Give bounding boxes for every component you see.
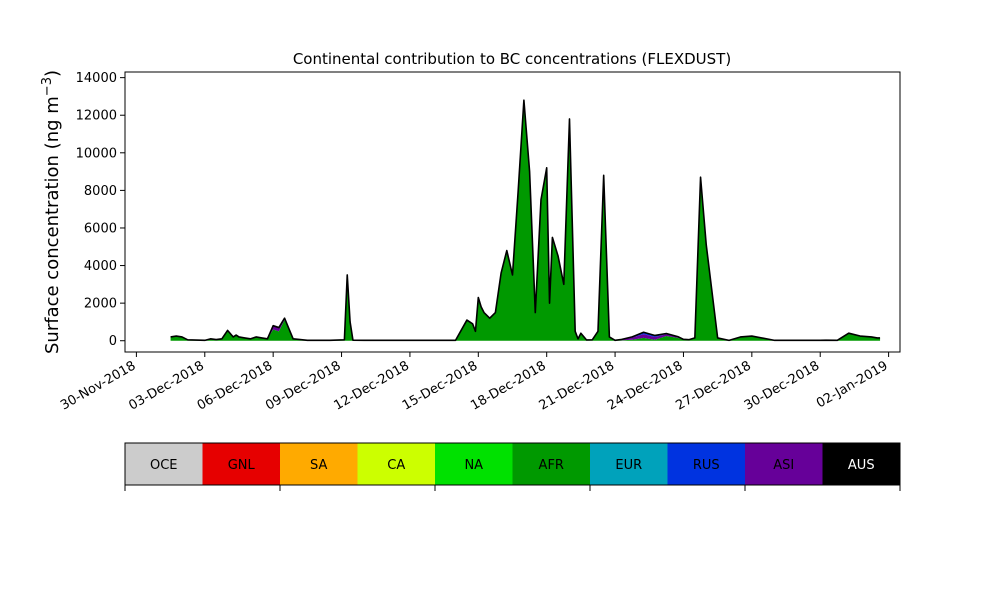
legend-swatch-gnl xyxy=(202,443,281,485)
area-layers xyxy=(170,100,881,341)
x-tick-label: 09-Dec-2018 xyxy=(263,358,343,413)
area-afr xyxy=(170,100,881,341)
total-outline xyxy=(170,99,881,342)
legend-label-ca: CA xyxy=(387,458,405,473)
x-tick-label: 30-Nov-2018 xyxy=(58,358,138,413)
legend-swatch-na xyxy=(435,443,513,485)
y-tick-label: 10000 xyxy=(76,146,117,161)
x-tick-label: 15-Dec-2018 xyxy=(400,358,480,413)
legend-swatch-sa xyxy=(280,443,358,485)
legend-swatch-ca xyxy=(357,443,436,485)
legend-swatch-rus xyxy=(667,443,746,485)
y-axis-label-close: ) xyxy=(42,70,63,77)
legend-frame xyxy=(124,442,901,486)
legend-label-na: NA xyxy=(464,458,483,473)
chart-title: Continental contribution to BC concentra… xyxy=(293,50,731,68)
x-tick-label: 27-Dec-2018 xyxy=(673,358,753,413)
region-legend: OCE GNL SA CA NA AFR EUR RUS ASI AUS xyxy=(124,442,901,491)
y-axis-label: Surface concentration (ng m−3) xyxy=(40,70,64,354)
legend-label-oce: OCE xyxy=(150,458,178,473)
x-tick-label: 24-Dec-2018 xyxy=(605,358,685,413)
y-tick-label: 4000 xyxy=(84,259,117,274)
y-tick-label: 14000 xyxy=(76,71,117,86)
x-axis: 30-Nov-201803-Dec-201806-Dec-201809-Dec-… xyxy=(58,352,891,414)
x-tick-label: 12-Dec-2018 xyxy=(332,358,412,413)
legend-swatch-eur xyxy=(590,443,668,485)
x-tick-label: 03-Dec-2018 xyxy=(126,358,206,413)
legend-swatch-aus xyxy=(822,443,901,485)
y-tick-label: 2000 xyxy=(84,297,117,312)
y-tick-label: 6000 xyxy=(84,221,117,236)
y-axis-label-main: Surface concentration (ng m xyxy=(42,96,63,354)
legend-label-asi: ASI xyxy=(773,458,794,473)
legend-label-rus: RUS xyxy=(693,458,720,473)
plot-frame xyxy=(124,71,901,353)
x-tick-label: 06-Dec-2018 xyxy=(195,358,275,413)
legend-swatch-oce xyxy=(125,443,203,485)
legend-label-gnl: GNL xyxy=(228,458,256,473)
y-tick-label: 8000 xyxy=(84,184,117,199)
legend-label-afr: AFR xyxy=(539,458,564,473)
x-tick-label: 18-Dec-2018 xyxy=(468,358,548,413)
legend-label-sa: SA xyxy=(310,458,327,473)
legend-label-aus: AUS xyxy=(848,458,875,473)
y-axis-label-unit-exponent: −3 xyxy=(40,77,55,96)
y-tick-label: 12000 xyxy=(76,109,117,124)
legend-label-eur: EUR xyxy=(615,458,642,473)
total-line xyxy=(170,99,881,342)
x-tick-label: 02-Jan-2019 xyxy=(814,358,891,411)
x-tick-label: 30-Dec-2018 xyxy=(742,358,822,413)
y-axis: 0 2000 4000 6000 8000 10000 12000 14000 xyxy=(76,71,125,349)
y-tick-label: 0 xyxy=(109,334,117,349)
legend-swatch-asi xyxy=(745,443,823,485)
x-tick-label: 21-Dec-2018 xyxy=(537,358,617,413)
legend-swatch-afr xyxy=(512,443,591,485)
